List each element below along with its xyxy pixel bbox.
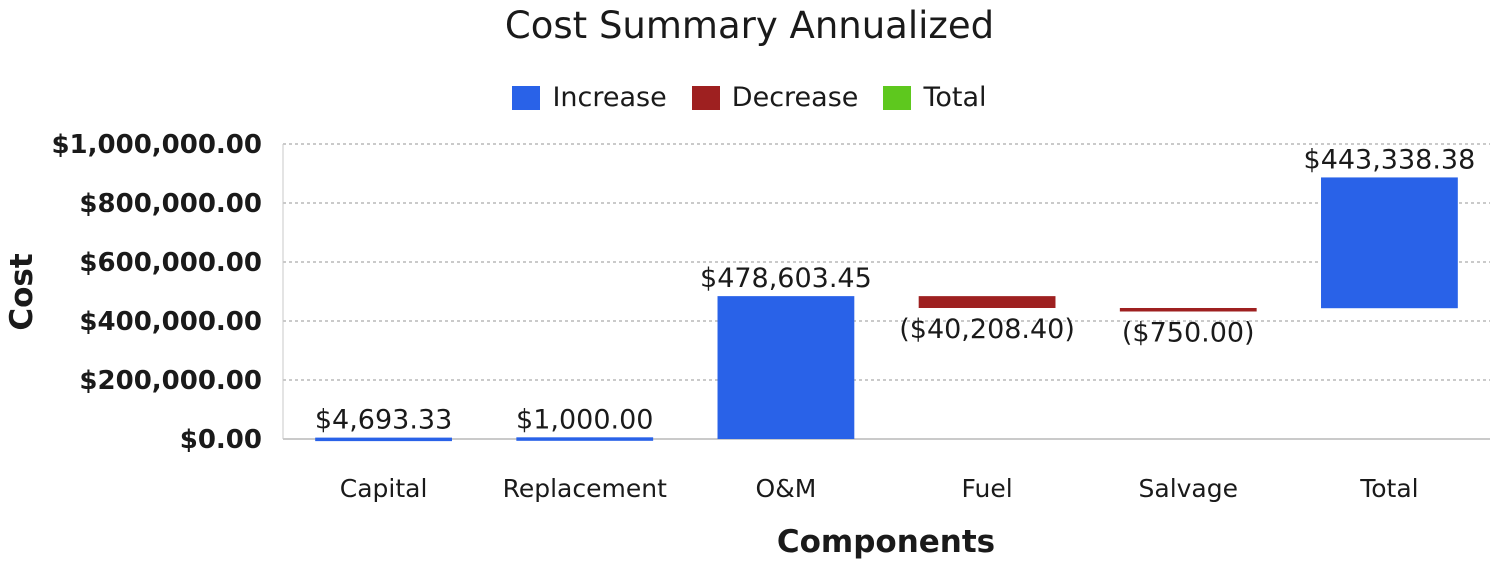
- x-axis-title: Components: [777, 524, 995, 560]
- y-axis-title: Cost: [4, 253, 40, 330]
- x-category-label: Capital: [340, 474, 428, 503]
- bar-capital[interactable]: [315, 437, 452, 442]
- y-tick-label: $200,000.00: [79, 366, 262, 396]
- y-tick-label: $400,000.00: [79, 307, 262, 337]
- y-tick-label: $1,000,000.00: [51, 130, 262, 160]
- x-category-label: Total: [1359, 474, 1418, 503]
- data-label: ($40,208.40): [899, 314, 1075, 345]
- y-tick-label: $600,000.00: [79, 248, 262, 278]
- x-category-label: Salvage: [1139, 474, 1239, 503]
- data-label: $1,000.00: [516, 404, 653, 435]
- data-label-layer: $4,693.33 $1,000.00 $478,603.45 ($40,208.40…: [315, 144, 1475, 435]
- legend-swatch-increase: [512, 85, 541, 110]
- legend-swatch-total: [883, 85, 912, 110]
- chart-title: Cost Summary Annualized: [504, 4, 995, 47]
- data-label: $443,338.38: [1304, 144, 1476, 175]
- x-category-label: Replacement: [503, 474, 667, 503]
- bar-layer: [315, 177, 1458, 442]
- data-label: $478,603.45: [700, 263, 872, 294]
- bar-fuel[interactable]: [918, 296, 1056, 308]
- bar-total[interactable]: [1321, 177, 1458, 309]
- legend-swatch-decrease: [691, 85, 720, 110]
- legend-label-increase: Increase: [552, 82, 667, 113]
- legend-item-decrease[interactable]: Decrease: [691, 82, 859, 113]
- data-label: $4,693.33: [315, 405, 452, 436]
- bar-replacement[interactable]: [516, 437, 654, 441]
- x-category-label: Fuel: [961, 474, 1012, 503]
- data-label: ($750.00): [1122, 317, 1255, 348]
- bar-o-m[interactable]: [717, 296, 855, 439]
- legend: Increase Decrease Total: [0, 82, 1499, 114]
- grid-layer: [282, 143, 1490, 440]
- x-category-label: O&M: [756, 474, 817, 503]
- legend-item-total[interactable]: Total: [883, 82, 987, 113]
- y-tick-label: $800,000.00: [79, 189, 262, 219]
- y-tick-label: $0.00: [180, 425, 262, 455]
- legend-label-total: Total: [923, 82, 987, 113]
- legend-label-decrease: Decrease: [731, 82, 859, 113]
- bar-salvage[interactable]: [1119, 307, 1257, 312]
- y-axis-ticks: $0.00 $200,000.00 $400,000.00 $600,000.00 $8…: [51, 130, 262, 455]
- legend-item-increase[interactable]: Increase: [512, 82, 667, 113]
- x-axis-categories: Capital Replacement O&M Fuel Salvage Total: [340, 474, 1419, 503]
